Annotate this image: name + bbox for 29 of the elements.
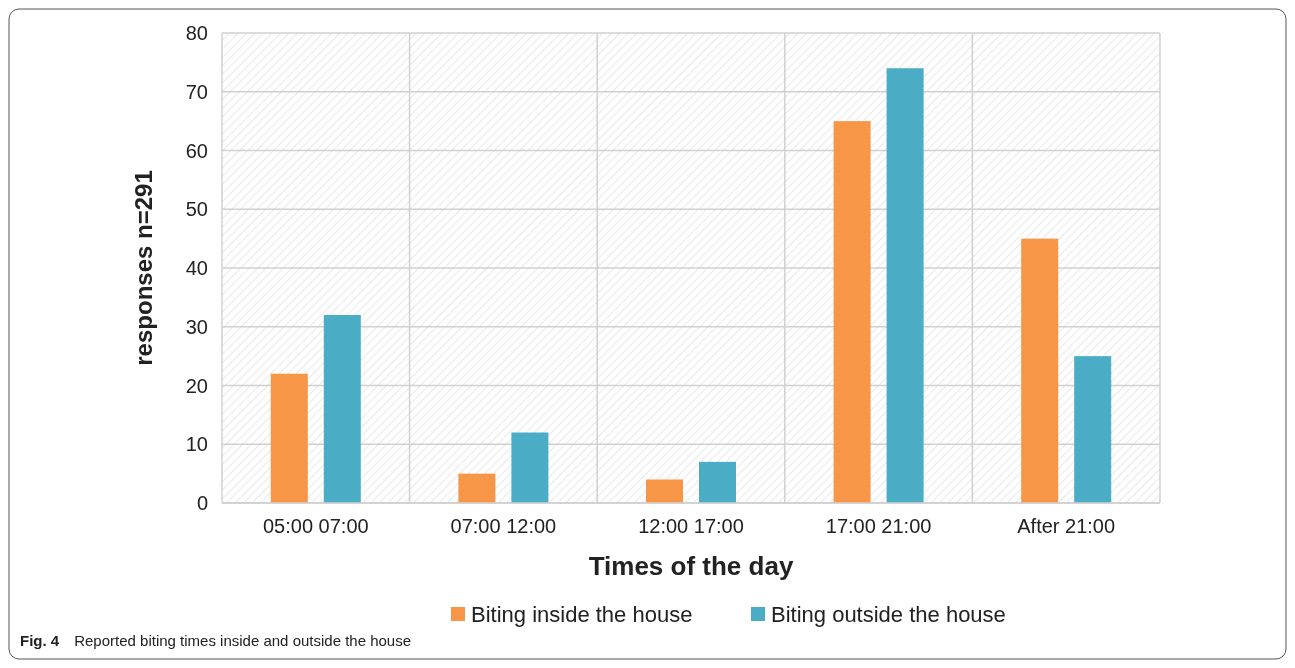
bar (511, 432, 549, 503)
y-tick-label: 50 (185, 198, 208, 221)
bar (646, 479, 683, 503)
x-axis-title: Times of the day (588, 551, 794, 581)
bar (833, 121, 871, 503)
x-tick-label: 07:00 12:00 (450, 515, 557, 537)
y-axis-title: responses n=291 (130, 170, 157, 366)
bar (323, 315, 361, 503)
legend-label: Biting outside the house (771, 601, 1006, 627)
bar (458, 473, 496, 503)
x-tick-label: 05:00 07:00 (262, 515, 369, 537)
y-tick-label: 30 (185, 315, 208, 338)
x-tick-label: 12:00 17:00 (638, 515, 744, 537)
legend-label: Biting inside the house (471, 601, 693, 627)
y-tick-label: 60 (185, 139, 208, 162)
y-tick-label: 80 (185, 22, 208, 44)
x-tick-label: 17:00 21:00 (825, 515, 932, 537)
y-tick-label: 70 (185, 80, 208, 103)
bar (886, 68, 924, 503)
y-tick-label: 0 (196, 492, 208, 514)
caption: Fig. 4 Reported biting times inside and outside the house (20, 632, 412, 649)
y-tick-label: 40 (185, 257, 208, 279)
bar (1021, 238, 1059, 503)
bar (1074, 356, 1112, 503)
y-tick-label: 20 (185, 374, 208, 397)
y-tick-label: 10 (185, 433, 208, 456)
bar (699, 461, 736, 503)
bar (270, 373, 308, 503)
x-tick-label: After 21:00 (1017, 515, 1116, 537)
